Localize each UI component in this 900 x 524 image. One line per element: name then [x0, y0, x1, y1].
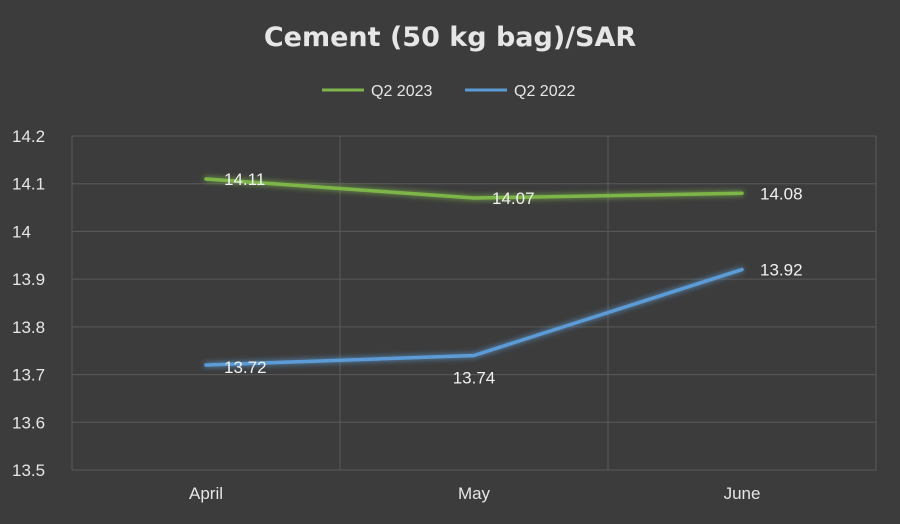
- series-line-q2-2022: [204, 267, 744, 367]
- data-label: 13.74: [453, 368, 496, 387]
- x-tick-label: April: [189, 484, 223, 503]
- data-labels: 14.11 14.07 14.08 13.72 13.74 13.92: [224, 170, 803, 388]
- legend-label-q2-2023: Q2 2023: [371, 83, 432, 100]
- y-tick-label: 13.6: [12, 413, 45, 432]
- data-label: 14.08: [760, 184, 803, 203]
- data-label: 13.92: [760, 261, 803, 280]
- series-lines: [204, 177, 744, 367]
- grid: [71, 135, 877, 471]
- x-tick-label: May: [458, 484, 491, 503]
- y-tick-label: 13.5: [12, 461, 45, 480]
- data-label: 14.07: [492, 189, 535, 208]
- data-label: 13.72: [224, 358, 267, 377]
- legend-label-q2-2022: Q2 2022: [514, 83, 575, 100]
- chart-title: Cement (50 kg bag)/SAR: [264, 22, 637, 53]
- y-tick-label: 13.8: [12, 318, 45, 337]
- y-axis-ticks: 14.2 14.1 14 13.9 13.8 13.7 13.6 13.5: [12, 127, 45, 480]
- y-tick-label: 14: [12, 222, 31, 241]
- y-tick-label: 13.7: [12, 366, 45, 385]
- y-tick-label: 14.1: [12, 175, 45, 194]
- x-axis-ticks: April May June: [189, 484, 760, 503]
- data-label: 14.11: [224, 170, 265, 189]
- y-tick-label: 14.2: [12, 127, 45, 146]
- legend: Q2 2023 Q2 2022: [322, 83, 575, 100]
- series-line-q2-2023: [204, 177, 744, 200]
- y-tick-label: 13.9: [12, 270, 45, 289]
- x-tick-label: June: [724, 484, 761, 503]
